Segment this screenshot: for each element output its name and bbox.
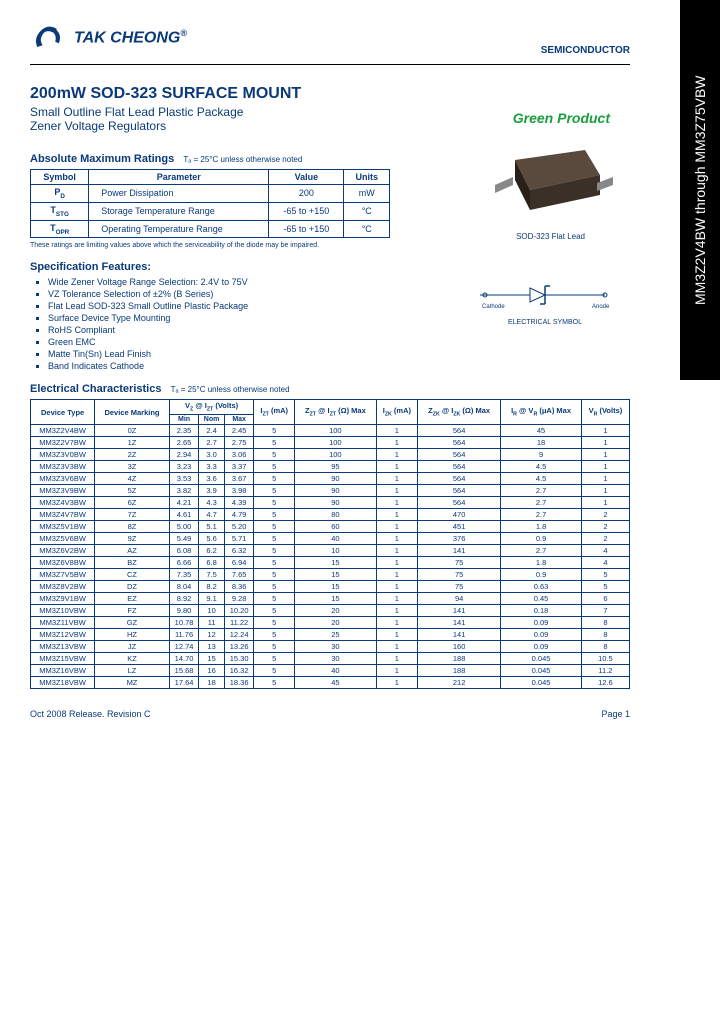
features-title: Specification Features: xyxy=(30,261,630,273)
green-product-label: Green Product xyxy=(513,110,610,126)
table-header: Nom xyxy=(199,414,225,424)
table-header: Value xyxy=(269,170,344,185)
svg-text:Anode: Anode xyxy=(592,304,610,310)
footer: Oct 2008 Release. Revision C Page 1 xyxy=(30,709,630,719)
table-row: MM3Z3V0BW2Z2.943.03.065100156491 xyxy=(31,448,630,460)
table-row: MM3Z3V9BW5Z3.823.93.9859015642.71 xyxy=(31,484,630,496)
ratings-footnote: These ratings are limiting values above … xyxy=(30,242,630,249)
package-image xyxy=(485,135,615,225)
table-row: MM3Z10VBWFZ9.801010.2052011410.187 xyxy=(31,604,630,616)
table-header: Device Type xyxy=(31,400,95,425)
package-caption: SOD-323 Flat Lead xyxy=(516,232,585,241)
table-row: MM3Z3V6BW4Z3.533.63.6759015644.51 xyxy=(31,472,630,484)
table-header: Parameter xyxy=(89,170,269,185)
table-row: MM3Z8V2BWDZ8.048.28.365151750.635 xyxy=(31,580,630,592)
feature-item: RoHS Compliant xyxy=(48,325,630,335)
company-logo xyxy=(30,20,66,56)
table-row: MM3Z15VBWKZ14.701515.3053011880.04510.5 xyxy=(31,652,630,664)
table-header: VR (Volts) xyxy=(581,400,629,425)
table-row: TSTGStorage Temperature Range-65 to +150… xyxy=(31,202,390,220)
table-header: IZT (mA) xyxy=(254,400,295,425)
page-content: TAK CHEONG® SEMICONDUCTOR 200mW SOD-323 … xyxy=(0,0,660,739)
electrical-table: Device TypeDevice MarkingVZ @ IZT (Volts… xyxy=(30,399,630,689)
table-row: MM3Z16VBWLZ15.681616.3254011880.04511.2 xyxy=(31,664,630,676)
table-row: MM3Z13VBWJZ12.741313.2653011600.098 xyxy=(31,640,630,652)
symbol-caption: ELECTRICAL SYMBOL xyxy=(470,319,620,326)
electrical-section: Electrical Characteristics Tₐ = 25°C unl… xyxy=(30,383,630,689)
table-row: MM3Z5V6BW9Z5.495.65.7154013760.92 xyxy=(31,532,630,544)
table-header: Device Marking xyxy=(95,400,170,425)
table-row: MM3Z18VBWMZ17.641818.3654512120.04512.6 xyxy=(31,676,630,688)
table-row: MM3Z9V1BWEZ8.929.19.285151940.456 xyxy=(31,592,630,604)
table-row: MM3Z3V3BW3Z3.233.33.3759515644.51 xyxy=(31,460,630,472)
side-tab: MM3Z2V4BW through MM3Z75VBW xyxy=(680,0,720,380)
electrical-symbol: Cathode Anode ELECTRICAL SYMBOL xyxy=(470,280,620,326)
main-title: 200mW SOD-323 SURFACE MOUNT xyxy=(30,85,630,103)
table-header: ZZK @ IZK (Ω) Max xyxy=(418,400,501,425)
table-row: PDPower Dissipation200mW xyxy=(31,185,390,203)
header: TAK CHEONG® SEMICONDUCTOR xyxy=(30,20,630,65)
svg-text:Cathode: Cathode xyxy=(482,304,505,310)
company-name: TAK CHEONG® xyxy=(74,28,187,47)
semiconductor-label: SEMICONDUCTOR xyxy=(541,45,630,56)
table-row: MM3Z11VBWGZ10.781111.2252011410.098 xyxy=(31,616,630,628)
footer-page: Page 1 xyxy=(601,709,630,719)
table-header: Min xyxy=(169,414,199,424)
table-row: MM3Z6V2BWAZ6.086.26.3251011412.74 xyxy=(31,544,630,556)
table-header: VZ @ IZT (Volts) xyxy=(169,400,254,415)
table-row: MM3Z4V3BW6Z4.214.34.3959015642.71 xyxy=(31,496,630,508)
feature-item: Green EMC xyxy=(48,337,630,347)
feature-item: Band Indicates Cathode xyxy=(48,361,630,371)
table-header: IZK (mA) xyxy=(376,400,417,425)
table-header: Units xyxy=(344,170,390,185)
table-row: TOPROperating Temperature Range-65 to +1… xyxy=(31,220,390,238)
ratings-table: SymbolParameterValueUnits PDPower Dissip… xyxy=(30,169,390,238)
table-row: MM3Z2V7BW1Z2.652.72.7551001564181 xyxy=(31,436,630,448)
elec-title: Electrical Characteristics Tₐ = 25°C unl… xyxy=(30,383,630,395)
table-header: Symbol xyxy=(31,170,89,185)
feature-item: Matte Tin(Sn) Lead Finish xyxy=(48,349,630,359)
table-row: MM3Z6V8BWBZ6.666.86.945151751.84 xyxy=(31,556,630,568)
table-row: MM3Z12VBWHZ11.761212.2452511410.098 xyxy=(31,628,630,640)
footer-revision: Oct 2008 Release. Revision C xyxy=(30,709,151,719)
table-header: IR @ VR (μA) Max xyxy=(501,400,582,425)
table-row: MM3Z7V5BWCZ7.357.57.655151750.95 xyxy=(31,568,630,580)
table-row: MM3Z2V4BW0Z2.352.42.4551001564451 xyxy=(31,424,630,436)
table-row: MM3Z4V7BW7Z4.614.74.7958014702.72 xyxy=(31,508,630,520)
table-header: ZZT @ IZT (Ω) Max xyxy=(295,400,377,425)
table-header: Max xyxy=(224,414,254,424)
table-row: MM3Z5V1BW8Z5.005.15.2056014511.82 xyxy=(31,520,630,532)
